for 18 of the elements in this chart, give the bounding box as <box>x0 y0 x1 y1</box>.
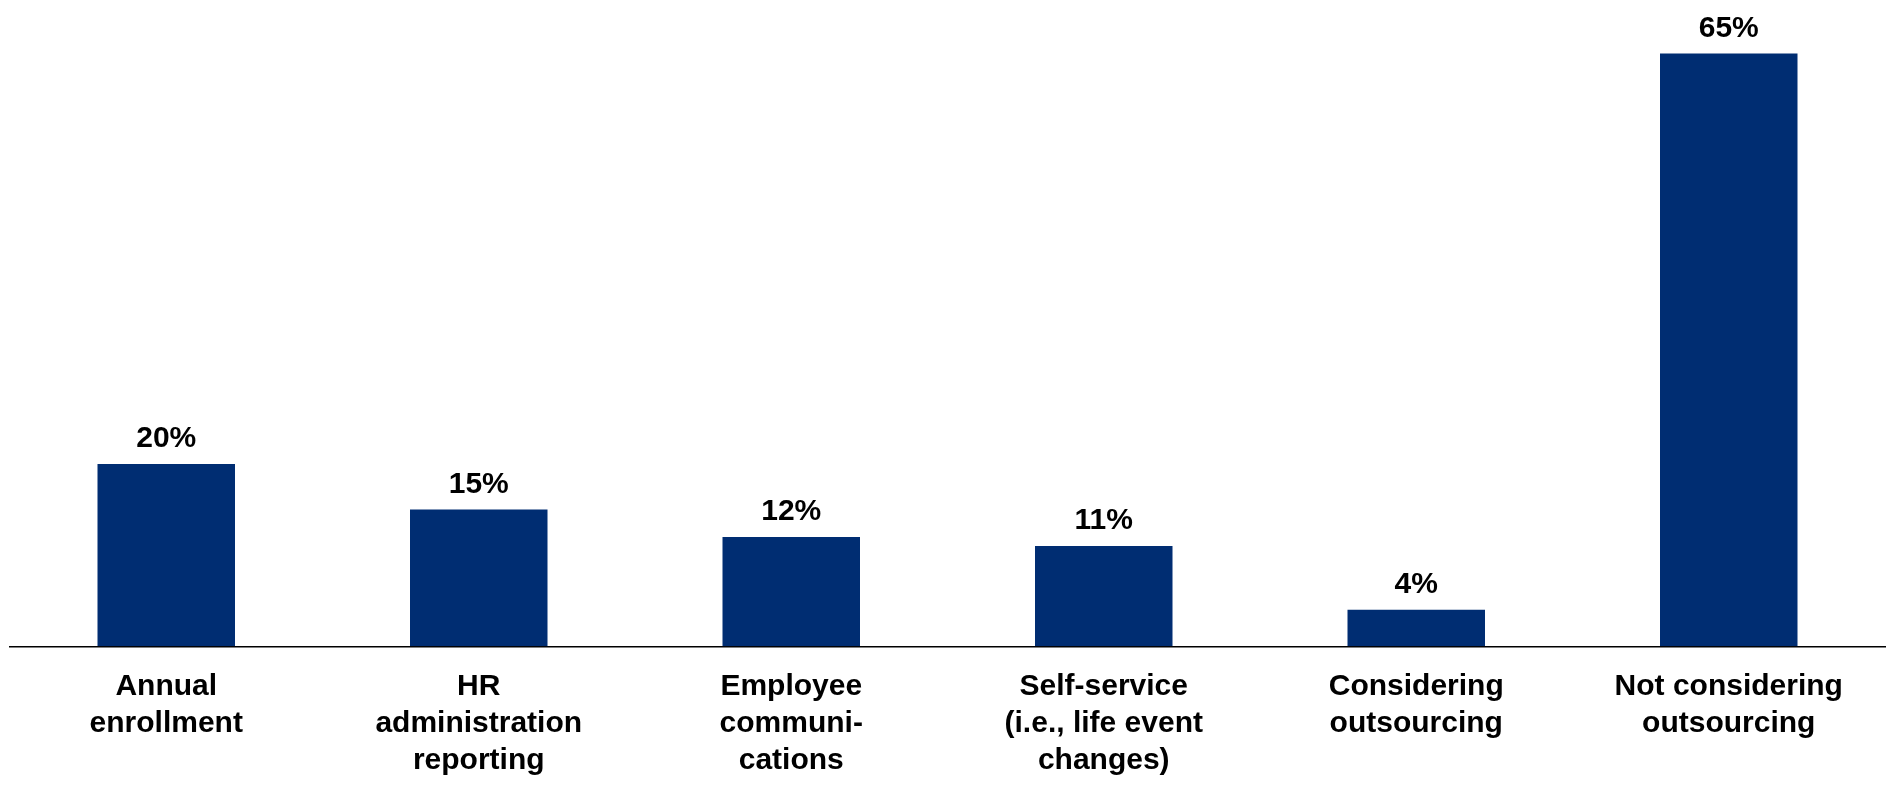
x-tick-label: Annual enrollment <box>89 668 243 738</box>
bar <box>1660 53 1798 647</box>
x-tick-label: Self-service (i.e., life event changes) <box>1004 668 1203 775</box>
data-label: 12% <box>761 493 822 527</box>
data-label: 20% <box>136 420 197 454</box>
x-tick-label: Not considering outsourcing <box>1614 668 1843 738</box>
data-label: 4% <box>1394 566 1438 600</box>
data-label: 11% <box>1074 502 1133 536</box>
x-tick-label: Considering outsourcing <box>1328 668 1504 738</box>
bar <box>1347 609 1485 647</box>
bar <box>97 463 235 647</box>
bar <box>1035 546 1173 647</box>
x-tick-label: HR administration reporting <box>375 668 583 775</box>
x-tick-label: Employee communi- cations <box>719 668 863 775</box>
data-label: 15% <box>448 465 509 499</box>
bar <box>722 536 860 647</box>
data-label: 65% <box>1698 9 1759 43</box>
bar <box>410 509 548 647</box>
